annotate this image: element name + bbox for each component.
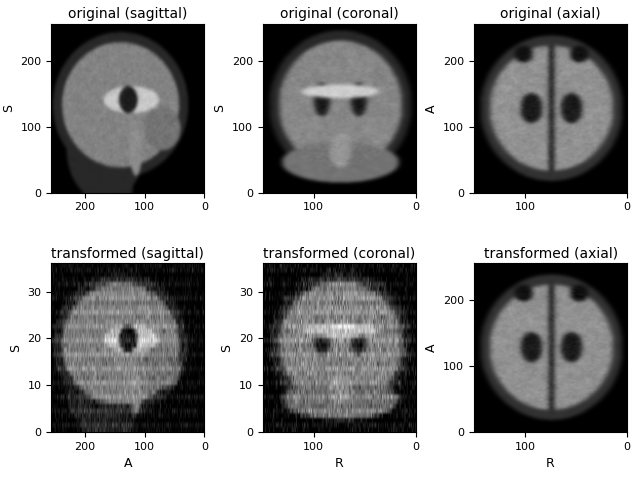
- X-axis label: A: A: [124, 457, 132, 470]
- Y-axis label: A: A: [424, 344, 438, 352]
- X-axis label: R: R: [546, 457, 555, 470]
- Title: original (coronal): original (coronal): [280, 8, 399, 22]
- Y-axis label: S: S: [2, 104, 15, 112]
- Title: original (axial): original (axial): [500, 8, 601, 22]
- Title: original (sagittal): original (sagittal): [68, 8, 188, 22]
- Title: transformed (sagittal): transformed (sagittal): [51, 247, 204, 261]
- Y-axis label: S: S: [213, 104, 226, 112]
- X-axis label: R: R: [335, 457, 344, 470]
- Y-axis label: S: S: [9, 344, 22, 352]
- Y-axis label: A: A: [424, 104, 438, 112]
- Title: transformed (coronal): transformed (coronal): [263, 247, 415, 261]
- Title: transformed (axial): transformed (axial): [484, 247, 618, 261]
- Y-axis label: S: S: [220, 344, 233, 352]
